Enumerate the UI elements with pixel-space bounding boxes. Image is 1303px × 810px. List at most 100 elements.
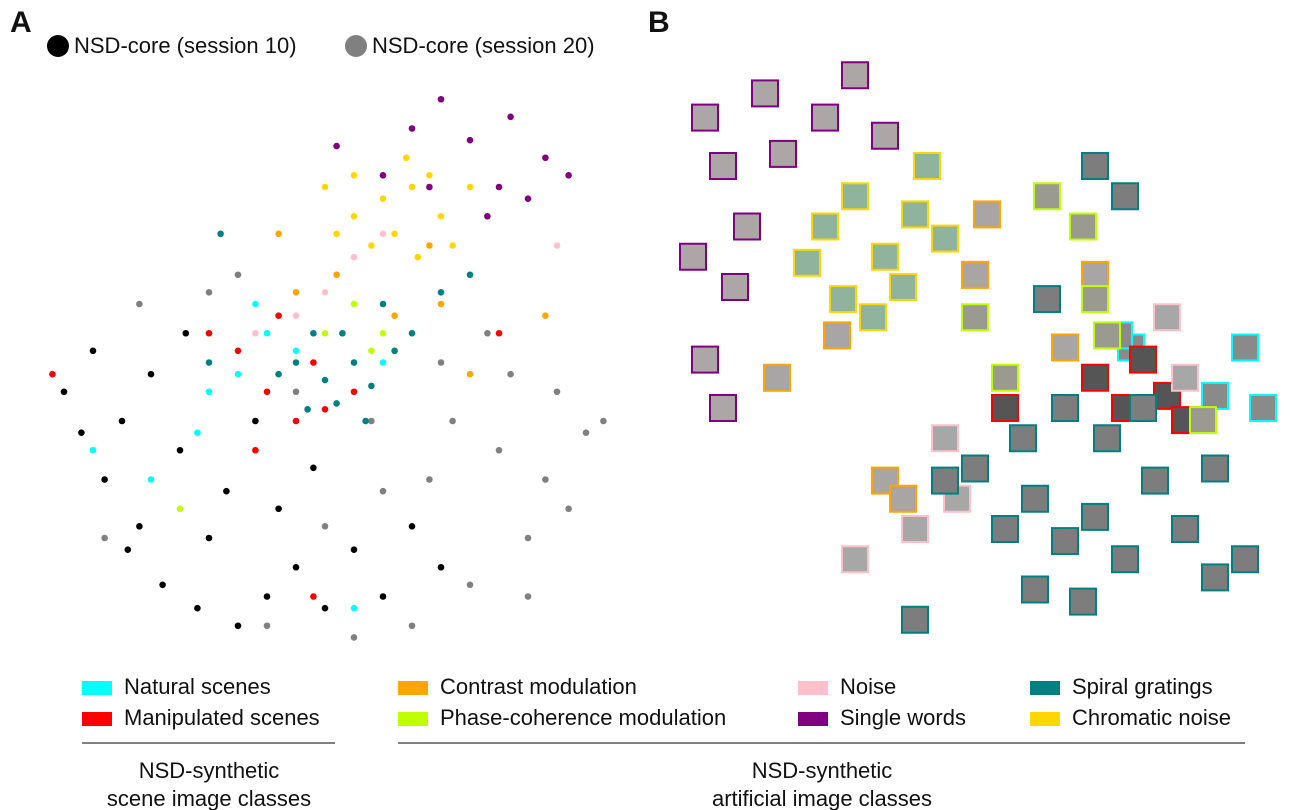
point bbox=[292, 388, 300, 396]
point bbox=[391, 312, 398, 320]
legend-swatch bbox=[798, 712, 828, 726]
thumbnail bbox=[991, 363, 1019, 392]
point bbox=[159, 581, 166, 589]
point bbox=[426, 242, 433, 249]
point bbox=[339, 329, 346, 337]
point bbox=[194, 429, 201, 437]
point bbox=[234, 271, 242, 279]
point bbox=[350, 388, 358, 396]
thumbnail bbox=[1033, 285, 1061, 314]
legend-marker bbox=[345, 35, 367, 57]
thumbnail bbox=[1201, 454, 1229, 483]
point bbox=[466, 136, 474, 144]
group-title: NSD-synthetic bbox=[752, 758, 893, 783]
point bbox=[437, 563, 445, 571]
point bbox=[408, 183, 416, 191]
thumbnail bbox=[889, 484, 917, 513]
point bbox=[147, 370, 155, 378]
point bbox=[426, 183, 433, 191]
point bbox=[507, 113, 514, 121]
point bbox=[368, 347, 375, 355]
thumbnail bbox=[829, 285, 857, 314]
point bbox=[292, 347, 300, 355]
thumbnail bbox=[901, 515, 929, 543]
point bbox=[507, 370, 514, 378]
thumbnail bbox=[1171, 515, 1199, 543]
point bbox=[437, 359, 445, 366]
thumbnail bbox=[931, 224, 959, 253]
point bbox=[310, 359, 317, 366]
point bbox=[78, 429, 85, 437]
legend-label: NSD-core (session 20) bbox=[372, 33, 595, 58]
point bbox=[321, 523, 329, 530]
legend-label: Single words bbox=[840, 705, 966, 730]
thumbnail bbox=[1189, 406, 1217, 435]
thumbnail bbox=[1051, 527, 1079, 556]
point bbox=[565, 505, 572, 513]
thumbnail bbox=[709, 152, 737, 180]
point bbox=[234, 370, 242, 378]
legend-swatch bbox=[1030, 712, 1060, 726]
point bbox=[524, 534, 532, 542]
point bbox=[542, 312, 549, 320]
thumbnail bbox=[1069, 212, 1097, 241]
point bbox=[263, 329, 271, 337]
thumbnail bbox=[811, 103, 839, 132]
point bbox=[379, 593, 387, 600]
point bbox=[304, 406, 311, 413]
point bbox=[252, 417, 259, 425]
thumbnail bbox=[1081, 363, 1109, 392]
thumbnail bbox=[931, 424, 959, 453]
point bbox=[391, 347, 398, 355]
thumbnail bbox=[679, 242, 707, 271]
point bbox=[379, 487, 387, 495]
thumbnail bbox=[1051, 394, 1079, 422]
thumbnail bbox=[1051, 333, 1079, 362]
point bbox=[310, 464, 317, 472]
thumbnail bbox=[691, 345, 719, 374]
thumbnail bbox=[991, 515, 1019, 543]
point bbox=[275, 230, 282, 238]
point bbox=[350, 634, 358, 641]
thumbnail bbox=[1129, 394, 1157, 422]
thumbnail bbox=[769, 139, 797, 168]
point bbox=[194, 604, 201, 612]
legend-swatch bbox=[398, 712, 428, 726]
legend-label: Natural scenes bbox=[124, 674, 271, 699]
point bbox=[379, 329, 387, 337]
point bbox=[402, 154, 410, 162]
point bbox=[350, 212, 358, 220]
point bbox=[205, 329, 213, 337]
point bbox=[333, 400, 340, 407]
point bbox=[379, 172, 387, 179]
point bbox=[252, 300, 259, 308]
thumbnail bbox=[913, 152, 941, 180]
point bbox=[321, 376, 329, 384]
thumbnail bbox=[901, 200, 929, 229]
point bbox=[60, 388, 68, 396]
point bbox=[408, 329, 416, 337]
thumbnail bbox=[1201, 381, 1229, 410]
point bbox=[234, 622, 242, 630]
point bbox=[350, 359, 358, 366]
point bbox=[484, 212, 491, 220]
legend-swatch bbox=[82, 681, 112, 695]
point bbox=[350, 300, 358, 308]
thumbnail bbox=[1021, 575, 1049, 604]
point bbox=[362, 417, 369, 425]
point bbox=[101, 534, 108, 542]
thumbnail bbox=[721, 273, 749, 301]
point bbox=[292, 289, 300, 296]
point bbox=[205, 388, 213, 396]
point bbox=[147, 476, 155, 483]
thumbnail bbox=[841, 61, 869, 90]
point bbox=[553, 242, 561, 249]
point bbox=[565, 172, 572, 179]
point bbox=[124, 546, 132, 553]
thumbnail bbox=[823, 321, 851, 350]
thumbnail bbox=[691, 103, 719, 132]
point bbox=[437, 212, 445, 220]
thumbnail bbox=[1141, 466, 1169, 495]
point bbox=[437, 289, 445, 296]
